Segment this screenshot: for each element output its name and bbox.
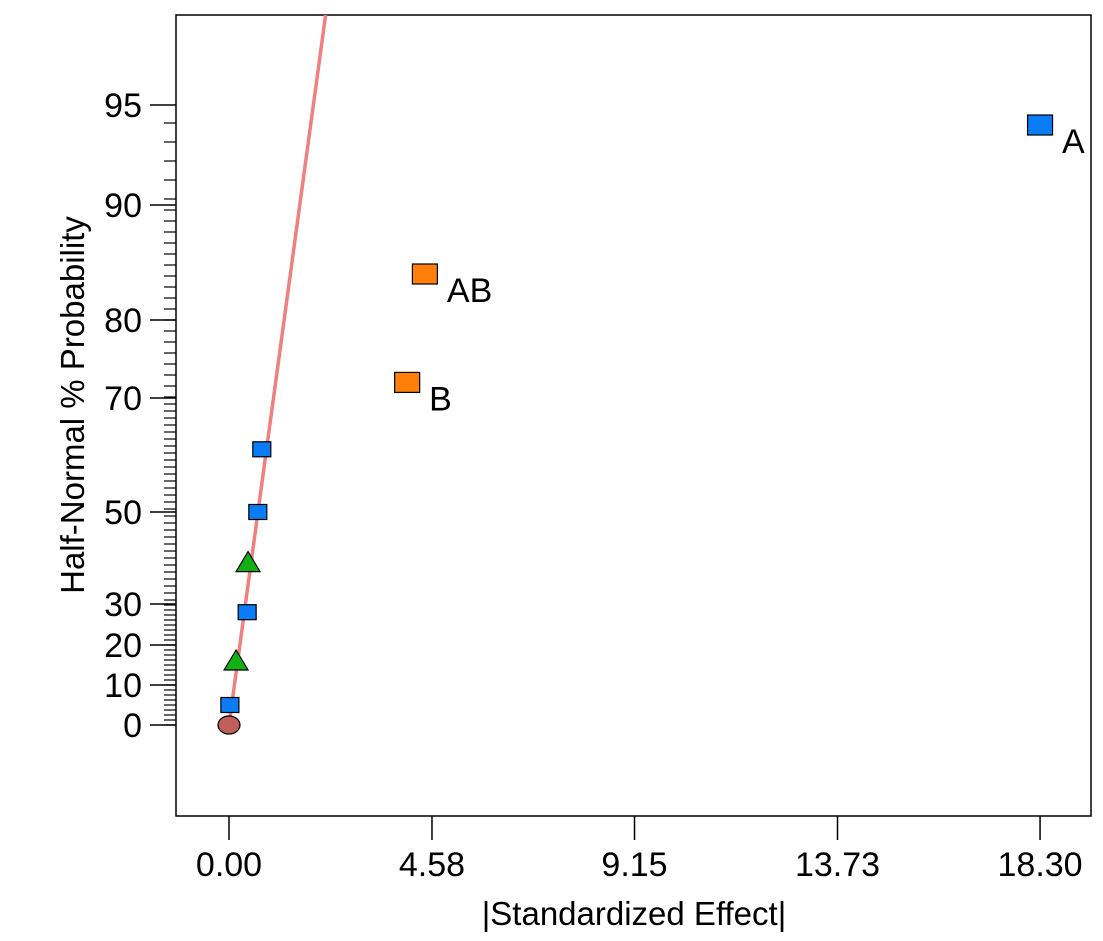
- square-marker: [411, 263, 438, 285]
- y-tick-label: 50: [104, 494, 142, 532]
- y-tick-label: 20: [104, 627, 142, 665]
- x-tick-label: 9.15: [601, 846, 667, 884]
- y-tick-label: 0: [123, 707, 142, 745]
- data-points: [217, 114, 1054, 735]
- effect-label: AB: [447, 272, 492, 310]
- x-tick-label: 13.73: [795, 846, 880, 884]
- square-marker: [220, 696, 240, 714]
- plot-area: [175, 14, 1092, 817]
- square-marker: [1026, 114, 1054, 136]
- y-tick-label: 95: [104, 87, 142, 125]
- x-axis-ticks: 0.00 4.58 9.15 13.73 18.30: [196, 816, 1083, 884]
- y-tick-label: 70: [104, 380, 142, 418]
- y-tick-label: 10: [104, 667, 142, 705]
- effect-label: A: [1062, 123, 1085, 161]
- triangle-marker: [223, 648, 250, 671]
- x-tick-label: 18.30: [998, 846, 1083, 884]
- y-tick-label: 80: [104, 302, 142, 340]
- square-marker: [248, 503, 268, 521]
- x-tick-label: 4.58: [399, 846, 465, 884]
- y-tick-label: 30: [104, 586, 142, 624]
- triangle-marker: [234, 550, 262, 573]
- square-marker: [252, 441, 272, 458]
- x-tick-label: 0.00: [196, 846, 262, 884]
- y-axis-title: Half-Normal % Probability: [54, 216, 91, 594]
- x-axis-title: |Standardized Effect|: [482, 895, 787, 932]
- y-tick-label: 90: [104, 187, 142, 225]
- effect-label: B: [429, 380, 452, 418]
- y-minor-ticks: [164, 122, 176, 726]
- circle-marker: [217, 715, 241, 735]
- square-marker: [237, 604, 257, 621]
- square-marker: [394, 371, 421, 393]
